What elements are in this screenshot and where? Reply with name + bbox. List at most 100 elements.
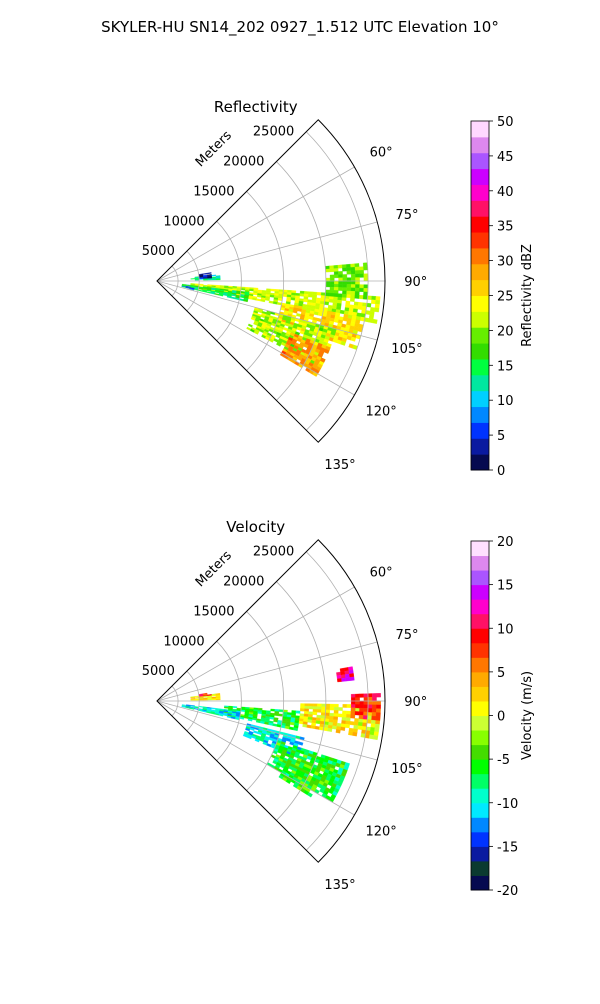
- echo-cell: [308, 294, 313, 298]
- echo-cell: [370, 307, 376, 312]
- echo-cell: [359, 270, 364, 275]
- echo-cell: [342, 704, 348, 708]
- echo-cell: [363, 693, 369, 698]
- echo-cell: [342, 277, 348, 282]
- echo-cell: [350, 707, 356, 712]
- echo-cell: [337, 296, 343, 301]
- azimuth-tick-label: 75°: [395, 628, 418, 643]
- echo-cell: [346, 270, 352, 275]
- echo-cell: [307, 719, 313, 723]
- echo-cell: [325, 706, 331, 711]
- echo-cell: [337, 264, 343, 269]
- echo-cell: [337, 713, 343, 718]
- echo-cell: [190, 699, 196, 701]
- echo-cell: [312, 291, 318, 296]
- echo-cell: [194, 279, 200, 281]
- echo-cell: [312, 711, 318, 716]
- echo-cell: [333, 296, 339, 301]
- range-tick-label: 25000: [253, 125, 294, 140]
- echo-cell: [328, 298, 334, 303]
- echo-cell: [363, 273, 369, 278]
- azimuth-tick-label: 60°: [370, 566, 393, 581]
- colorbar-segment: [471, 730, 489, 746]
- echo-cell: [338, 707, 343, 711]
- echo-cell: [354, 711, 360, 716]
- echo-cell: [355, 277, 360, 282]
- echo-cell: [370, 727, 376, 732]
- echo-cell: [359, 704, 365, 709]
- echo-cell: [333, 290, 339, 294]
- echo-cell: [351, 697, 356, 702]
- echo-cell: [202, 272, 208, 275]
- echo-cell: [342, 290, 347, 295]
- colorbar-tick-label: 15: [497, 359, 514, 374]
- panel-reflectivity: Reflectivity500010000150002000025000Mete…: [142, 98, 535, 479]
- echo-cell: [357, 722, 363, 727]
- echo-cell: [337, 678, 342, 683]
- echo-cell: [346, 710, 352, 715]
- colorbar-tick-label: 5: [497, 666, 505, 681]
- echo-cell: [333, 268, 339, 272]
- echo-cell: [375, 716, 381, 721]
- azimuth-tick-label: 120°: [365, 404, 396, 419]
- echo-cell: [278, 713, 284, 717]
- echo-cell: [246, 735, 252, 740]
- colorbar-segment: [471, 406, 489, 423]
- echo-cell: [198, 284, 204, 287]
- echo-cell: [341, 677, 347, 682]
- echo-cell: [327, 727, 333, 732]
- echo-cell: [370, 299, 376, 305]
- echo-cell: [363, 266, 368, 271]
- echo-cell: [353, 721, 359, 726]
- echo-cell: [193, 708, 199, 710]
- echo-cell: [276, 342, 282, 347]
- echo-cell: [308, 706, 314, 710]
- echo-field: [181, 666, 381, 803]
- colorbar-segment: [471, 311, 489, 328]
- echo-cell: [367, 715, 372, 720]
- azimuth-spoke: [156, 641, 378, 702]
- colorbar-label: Reflectivity dBZ: [520, 244, 535, 347]
- echo-cell: [375, 719, 381, 725]
- figure-title: SKYLER-HU SN14_202 0927_1.512 UTC Elevat…: [101, 18, 499, 37]
- azimuth-tick-label: 105°: [391, 342, 422, 357]
- echo-cell: [355, 280, 360, 285]
- echo-cell: [329, 289, 335, 294]
- echo-cell: [254, 738, 260, 743]
- echo-cell: [256, 298, 262, 302]
- echo-cell: [374, 307, 380, 313]
- colorbar-segment: [471, 295, 489, 312]
- echo-cell: [362, 262, 368, 267]
- colorbar-segment: [471, 327, 489, 344]
- echo-cell: [350, 273, 356, 278]
- colorbar-segment: [471, 700, 489, 716]
- colorbar-segment: [471, 875, 489, 891]
- colorbar-segment: [471, 715, 489, 731]
- polar-grid: [156, 131, 385, 431]
- echo-cell: [329, 706, 335, 711]
- echo-cell: [346, 284, 352, 288]
- echo-cell: [270, 708, 276, 712]
- echo-cell: [350, 287, 356, 292]
- echo-cell: [355, 693, 360, 698]
- echo-cell: [342, 280, 348, 285]
- echo-cell: [351, 277, 356, 282]
- echo-cell: [367, 697, 373, 702]
- echo-cell: [333, 713, 339, 717]
- echo-cell: [359, 284, 365, 289]
- colorbar-tick-label: 15: [497, 579, 514, 594]
- echo-cell: [329, 703, 335, 708]
- echo-cell: [325, 280, 331, 285]
- echo-cell: [363, 711, 368, 716]
- colorbar-tick-label: 30: [497, 255, 514, 270]
- colorbar-segment: [471, 247, 489, 265]
- echo-cell: [344, 673, 350, 679]
- echo-cell: [346, 263, 351, 268]
- echo-cell: [341, 293, 347, 298]
- echo-cell: [367, 700, 373, 705]
- colorbar: -20 -15 -10 -5 0 5 10 15 20 Velocity (m/s): [470, 535, 535, 899]
- echo-cell: [290, 297, 296, 301]
- echo-cell: [316, 292, 322, 296]
- echo-cell: [357, 725, 363, 730]
- azimuth-tick-label: 75°: [395, 208, 418, 223]
